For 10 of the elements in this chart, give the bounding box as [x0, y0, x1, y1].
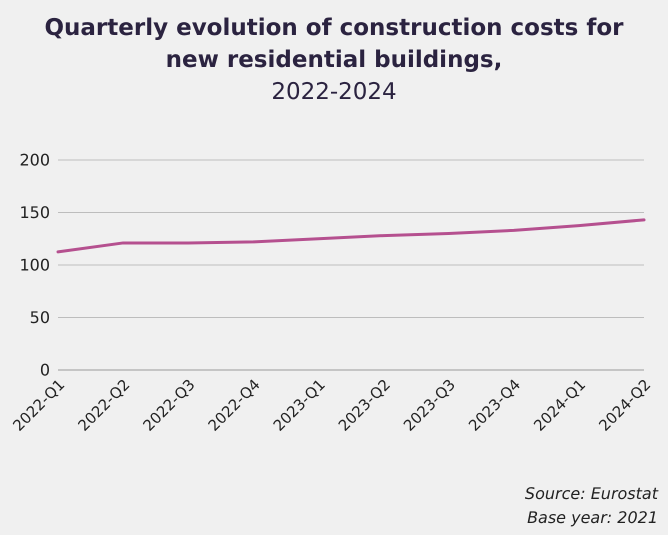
y-tick-label: 100: [19, 256, 50, 275]
chart-subtitle: 2022-2024: [270, 78, 398, 107]
text: Base year: 2021: [526, 507, 658, 529]
chart-title: Quarterly evolution of construction costs for new residential buildings,: [43, 14, 624, 75]
y-tick-label: 0: [40, 360, 50, 380]
line-series: [56, 218, 646, 254]
source-note: Source: Eurostat: [524, 483, 658, 505]
y-tick-label: 50: [30, 308, 50, 328]
y-tick-label: 150: [19, 203, 50, 222]
y-tick-label: 200: [19, 150, 50, 170]
